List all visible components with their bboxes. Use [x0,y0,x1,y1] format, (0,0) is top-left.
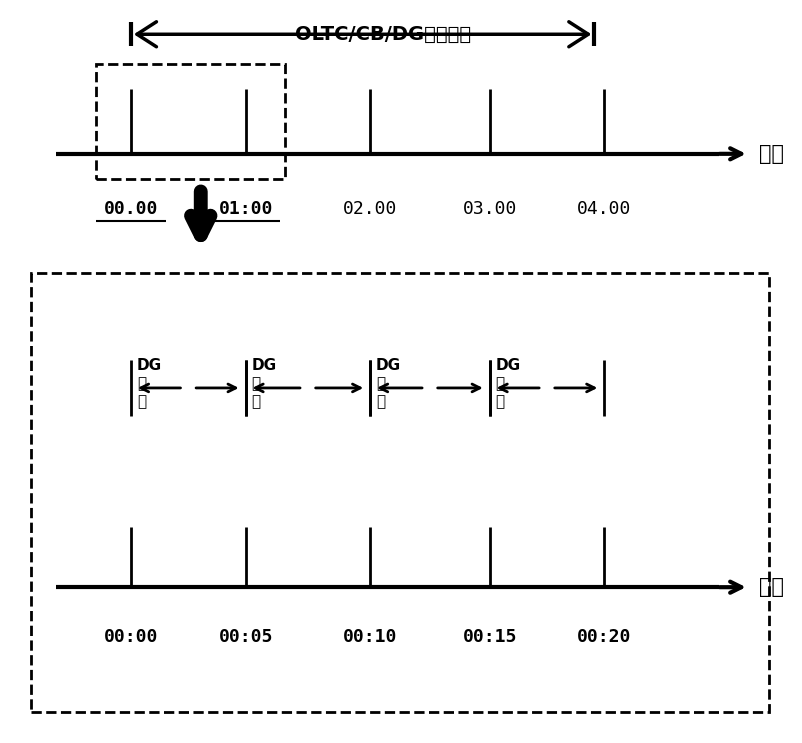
Bar [96,64,285,179]
Text: 00:00: 00:00 [103,628,158,646]
Text: 00:20: 00:20 [577,628,630,646]
Text: 00:10: 00:10 [342,628,397,646]
Text: 02.00: 02.00 [342,200,397,218]
Text: 动: 动 [137,376,146,391]
Text: 动: 动 [495,376,504,391]
Text: 作: 作 [495,394,504,409]
Text: 03.00: 03.00 [462,200,516,218]
Text: 04.00: 04.00 [577,200,630,218]
Text: DG: DG [495,358,520,373]
Text: DG: DG [375,358,401,373]
Text: OLTC/CB/DG共同动作: OLTC/CB/DG共同动作 [294,25,470,44]
Text: 00:05: 00:05 [218,628,273,646]
Text: DG: DG [251,358,277,373]
Text: 作: 作 [251,394,261,409]
Text: 作: 作 [137,394,146,409]
Text: 00.00: 00.00 [103,200,158,218]
Text: 动: 动 [251,376,261,391]
Text: 作: 作 [375,394,385,409]
Text: 动: 动 [375,376,385,391]
Text: 时间: 时间 [758,577,783,597]
Bar [31,273,768,712]
Text: 00:15: 00:15 [462,628,516,646]
Text: 01:00: 01:00 [218,200,273,218]
Text: 时间: 时间 [758,144,783,163]
Text: DG: DG [137,358,162,373]
